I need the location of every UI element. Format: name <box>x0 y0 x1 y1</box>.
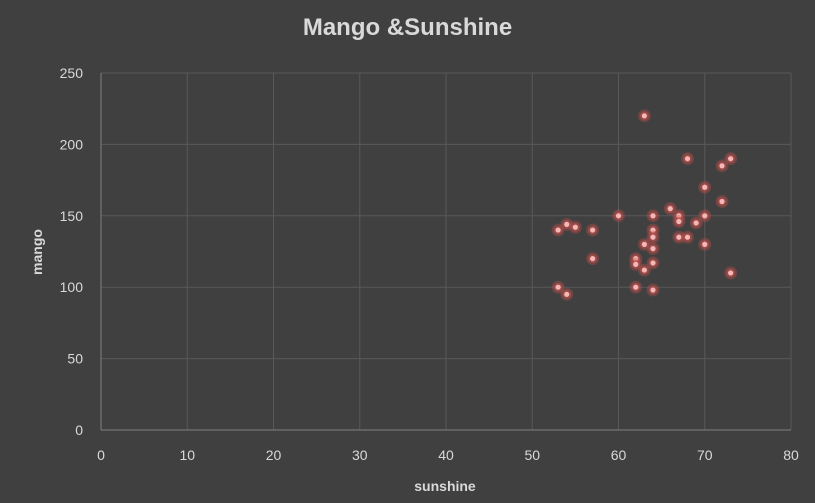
data-point <box>551 223 565 237</box>
x-tick-label: 80 <box>783 447 799 463</box>
x-tick-label: 10 <box>179 447 195 463</box>
data-point <box>560 217 574 231</box>
y-tick-label: 0 <box>75 422 83 438</box>
data-point <box>715 159 729 173</box>
data-point <box>724 266 738 280</box>
gridlines <box>100 72 792 431</box>
data-point <box>612 209 625 223</box>
data-point <box>646 223 660 237</box>
data-point <box>637 237 651 251</box>
data-point <box>586 252 600 266</box>
data-point <box>663 202 677 216</box>
x-tick-label: 30 <box>352 447 368 463</box>
y-tick-label: 250 <box>60 65 84 81</box>
y-axis-title: mango <box>29 229 45 275</box>
data-point <box>672 215 686 229</box>
data-point <box>689 216 703 230</box>
data-point <box>698 209 712 223</box>
data-point <box>551 280 565 294</box>
axes <box>100 73 791 431</box>
x-tick-label: 40 <box>438 447 454 463</box>
tick-labels: 0 10 20 30 40 50 60 70 80 0 50 100 150 200 250 <box>60 65 799 463</box>
data-point <box>568 220 582 234</box>
x-tick-label: 50 <box>524 447 540 463</box>
data-point <box>560 287 574 301</box>
data-point <box>672 230 686 244</box>
chart-title: Mango &Sunshine <box>302 14 513 41</box>
data-points <box>551 109 738 301</box>
y-tick-label: 150 <box>60 208 84 224</box>
data-point <box>646 230 660 244</box>
data-point <box>681 152 694 166</box>
data-point <box>646 209 660 223</box>
x-tick-label: 0 <box>97 447 105 463</box>
data-point <box>637 109 651 123</box>
y-tick-label: 100 <box>60 279 84 295</box>
data-point <box>629 257 643 271</box>
data-point <box>646 242 660 256</box>
data-point <box>698 237 712 251</box>
x-tick-label: 60 <box>611 447 627 463</box>
data-point <box>724 152 738 166</box>
data-point <box>715 195 729 209</box>
y-tick-label: 50 <box>67 351 83 367</box>
x-tick-label: 70 <box>697 447 713 463</box>
data-point <box>629 280 643 294</box>
data-point <box>646 283 660 297</box>
data-point <box>646 256 660 270</box>
data-point <box>698 180 712 194</box>
x-tick-label: 20 <box>266 447 282 463</box>
x-axis-title: sunshine <box>414 478 476 494</box>
y-tick-label: 200 <box>60 136 84 152</box>
data-point <box>586 223 600 237</box>
data-point <box>637 263 651 277</box>
data-point <box>681 230 694 244</box>
